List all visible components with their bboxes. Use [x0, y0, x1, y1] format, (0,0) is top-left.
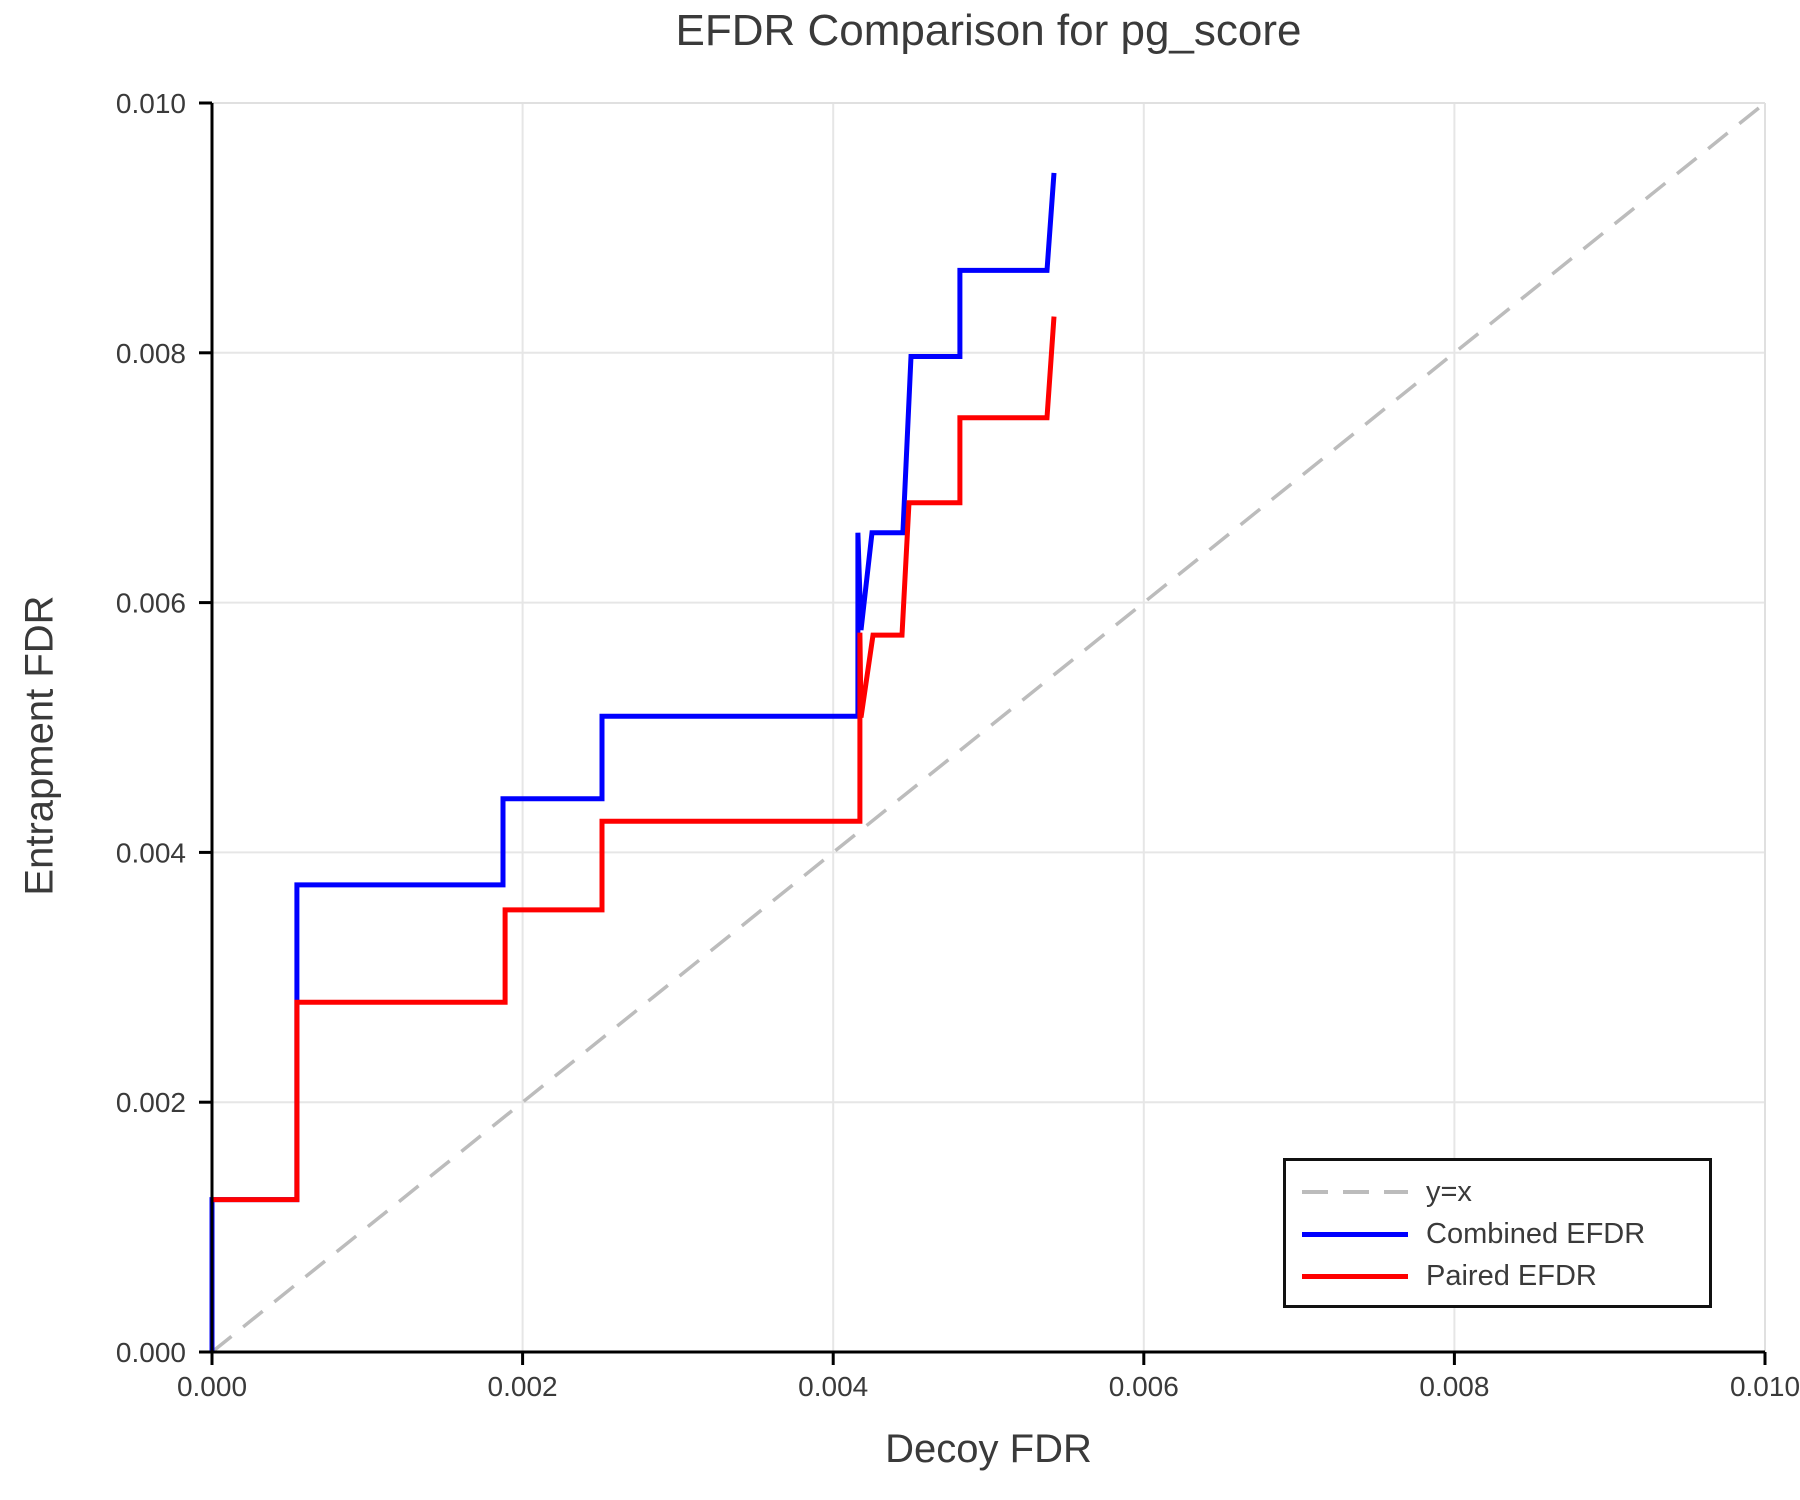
- legend-label: y=x: [1426, 1175, 1472, 1208]
- x-tick-label: 0.010: [1730, 1371, 1800, 1402]
- series-combined-efdr: [209, 172, 1057, 1352]
- y-tick-label: 0.006: [116, 588, 186, 619]
- legend: y=x Combined EFDR Paired EFDR: [1283, 1158, 1712, 1308]
- legend-label: Combined EFDR: [1426, 1217, 1646, 1250]
- x-tick-label: 0.006: [1109, 1371, 1179, 1402]
- y-tick-label: 0.010: [116, 88, 186, 119]
- legend-item: Combined EFDR: [1286, 1213, 1709, 1255]
- legend-label: Paired EFDR: [1426, 1259, 1597, 1292]
- y-tick-label: 0.004: [116, 837, 186, 868]
- x-tick-label: 0.000: [177, 1371, 247, 1402]
- x-tick-label: 0.004: [798, 1371, 868, 1402]
- legend-item: y=x: [1286, 1171, 1709, 1213]
- x-axis-label: Decoy FDR: [885, 1427, 1092, 1471]
- chart-title: EFDR Comparison for pg_score: [675, 6, 1302, 55]
- x-tick-label: 0.008: [1419, 1371, 1489, 1402]
- y-tick-label: 0.002: [116, 1087, 186, 1118]
- legend-item: Paired EFDR: [1286, 1255, 1709, 1297]
- solid-line-sample-icon: [1302, 1273, 1408, 1279]
- y-tick-label: 0.000: [116, 1337, 186, 1368]
- y-axis-label: Entrapment FDR: [17, 595, 62, 896]
- dashed-line-sample-icon: [1302, 1190, 1408, 1194]
- reference-line-y-equals-x: [210, 101, 1767, 1354]
- solid-line-sample-icon: [1302, 1231, 1408, 1237]
- x-tick-label: 0.002: [488, 1371, 558, 1402]
- y-tick-label: 0.008: [116, 338, 186, 369]
- series-paired-efdr: [212, 316, 1057, 1203]
